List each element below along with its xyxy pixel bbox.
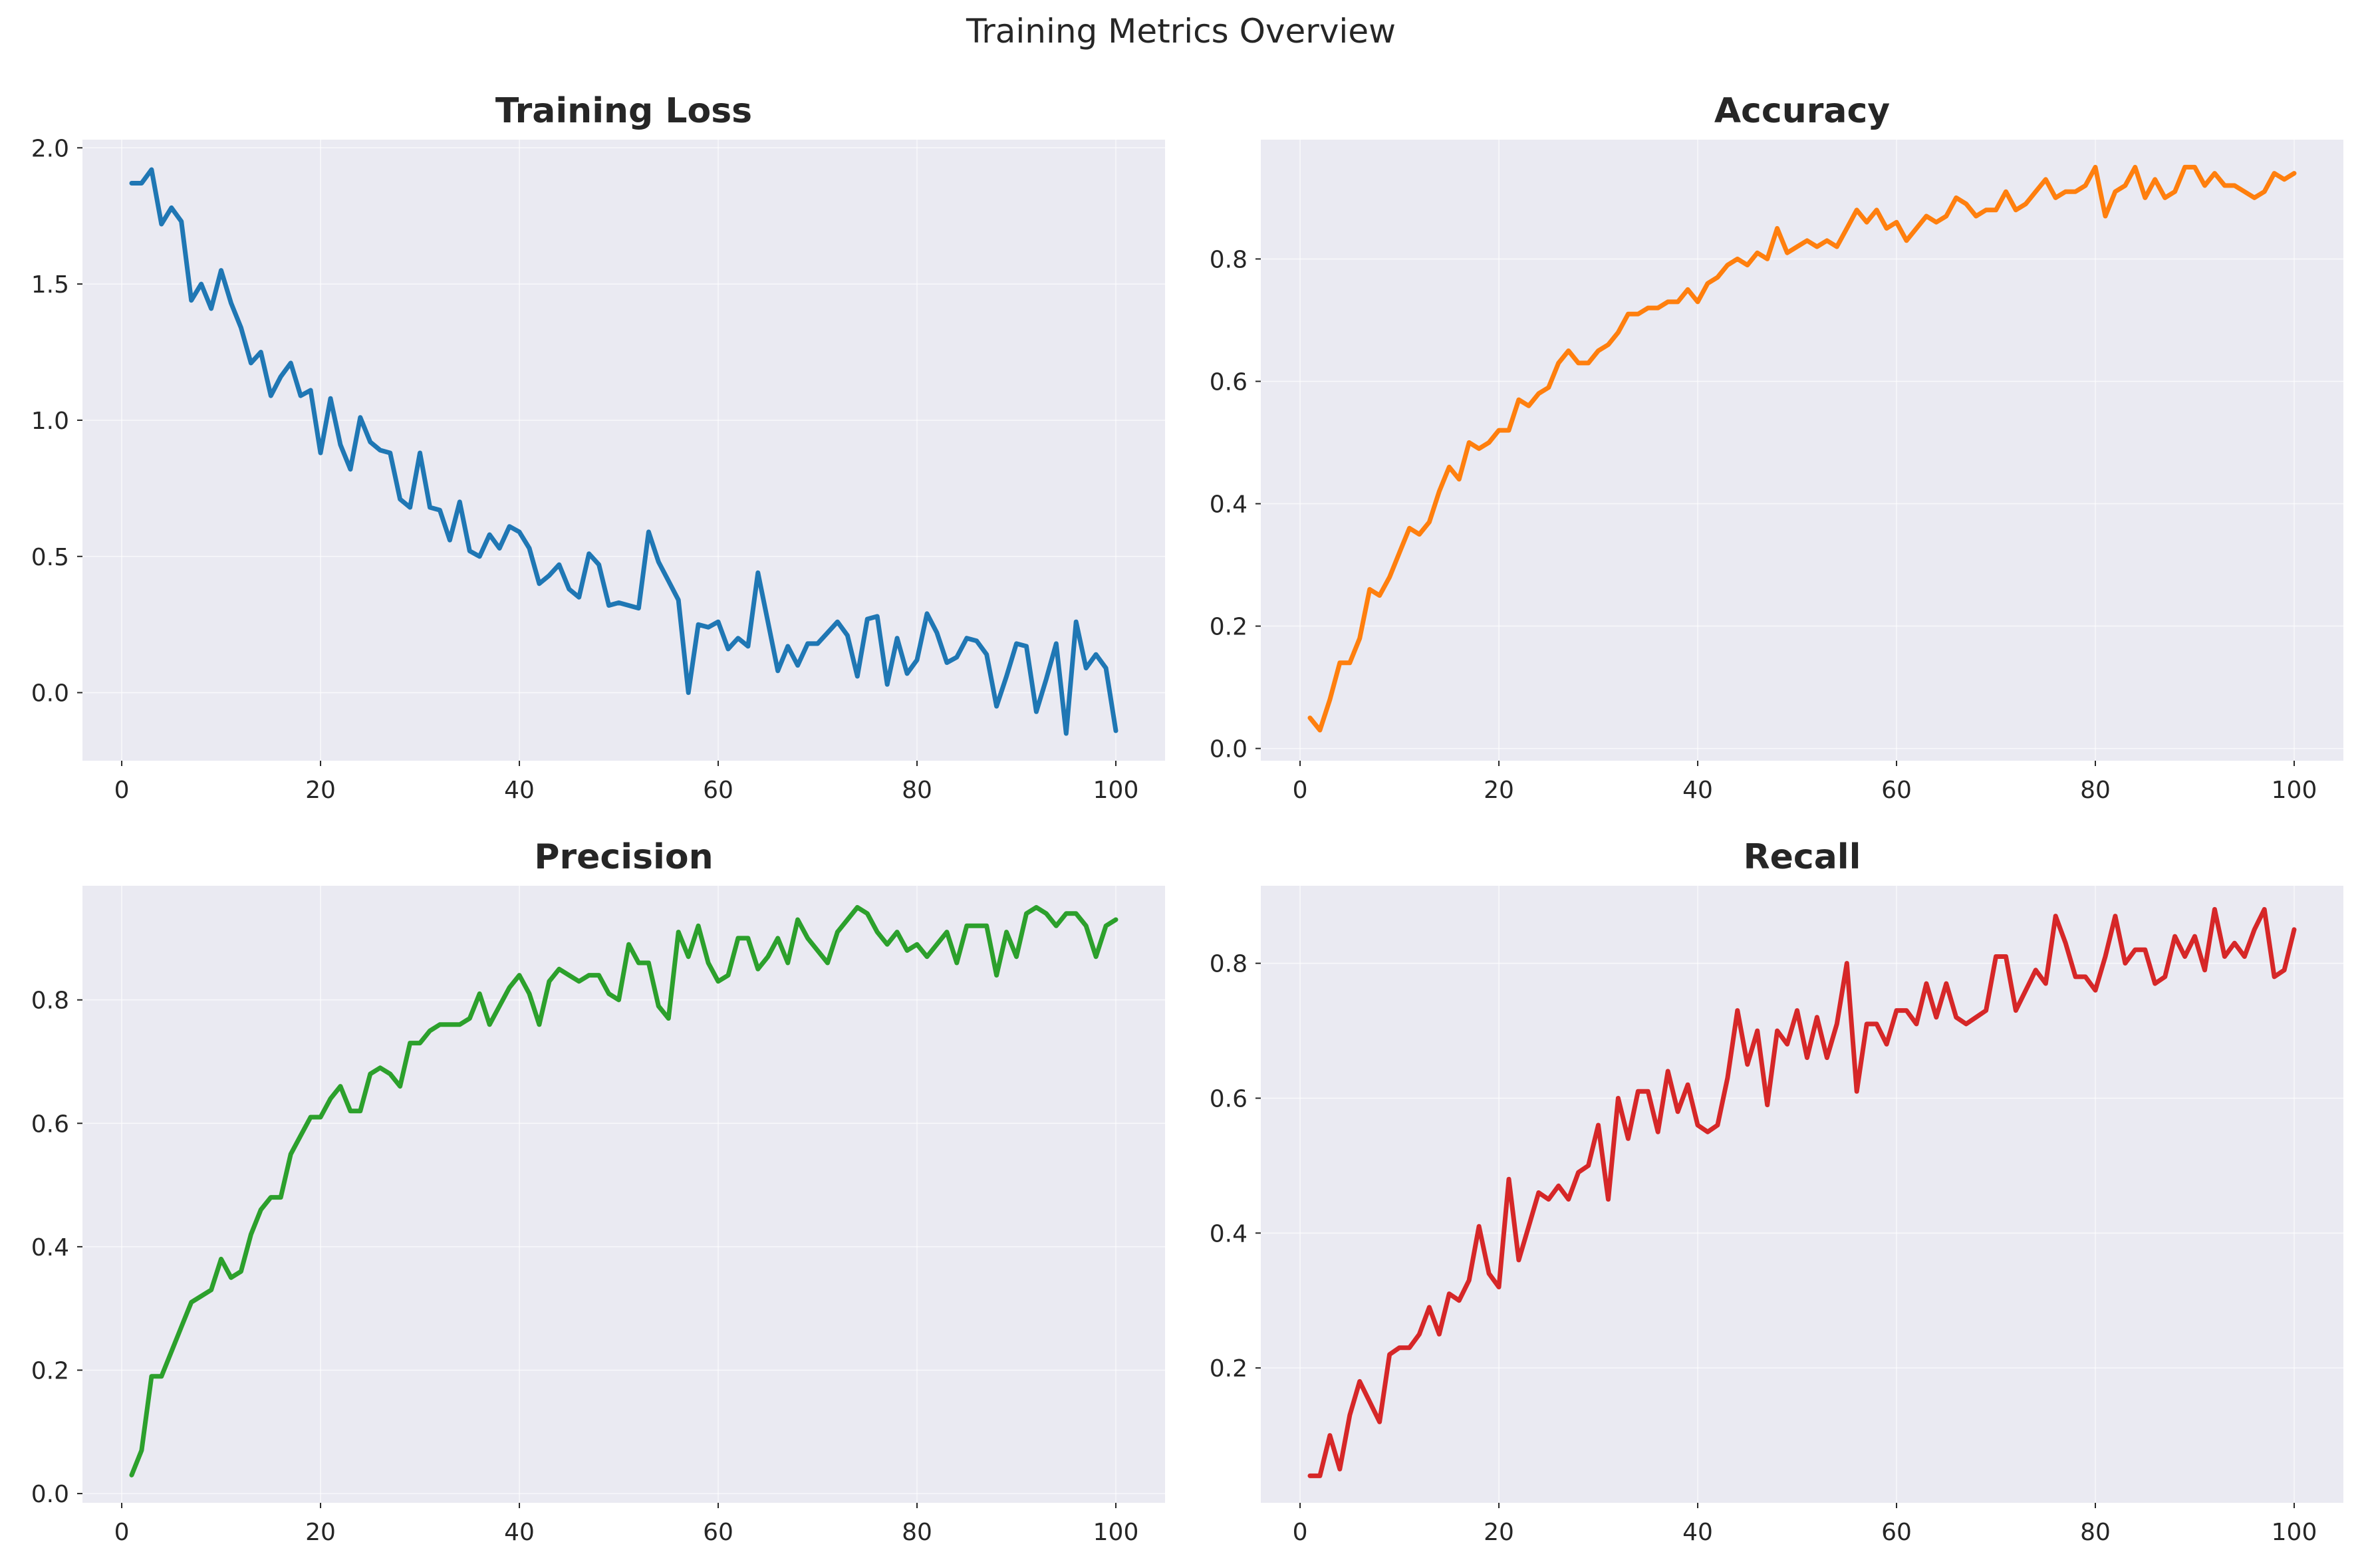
accuracy-panel: 0 20 40 60 80 100 0.0 0.2 0.4 0.6 0.8 Accuracy — [1210, 91, 2343, 804]
training-loss-title: Training Loss — [495, 91, 752, 131]
recall-plot-area — [1261, 886, 2343, 1503]
precision-x-tick-label: 0 — [114, 1519, 130, 1546]
training-loss-x-tick-label: 100 — [1093, 777, 1139, 804]
training-loss-x-tick-label: 40 — [504, 777, 535, 804]
precision-y-tick-label: 0.8 — [31, 987, 69, 1015]
accuracy-series-line — [1307, 164, 2297, 733]
recall-x-tick-label: 20 — [1484, 1519, 1514, 1546]
recall-panel: 0 20 40 60 80 100 0.2 0.4 0.6 0.8 Recall — [1210, 837, 2343, 1546]
accuracy-x-tick-label: 100 — [2272, 777, 2317, 804]
precision-y-tick-label: 0.2 — [31, 1357, 69, 1384]
recall-y-tick-label: 0.2 — [1210, 1355, 1247, 1382]
recall-x-tick-label: 40 — [1682, 1519, 1713, 1546]
precision-y-tick-label: 0.0 — [31, 1481, 69, 1508]
accuracy-plot-area — [1261, 140, 2343, 761]
recall-x-tick-label: 80 — [2080, 1519, 2111, 1546]
precision-x-tick-label: 80 — [902, 1519, 932, 1546]
precision-x-tick-label: 100 — [1093, 1519, 1139, 1546]
training-loss-panel: 0 20 40 60 80 100 0.0 0.5 1.0 1.5 2.0 Training Loss — [31, 91, 1165, 804]
training-loss-x-tick-label: 20 — [305, 777, 336, 804]
accuracy-x-tick-label: 0 — [1293, 777, 1308, 804]
training-loss-y-tick-label: 1.0 — [31, 408, 69, 435]
precision-y-tick-label: 0.6 — [31, 1111, 69, 1138]
precision-x-tick-label: 60 — [703, 1519, 733, 1546]
training-loss-y-tick-label: 1.5 — [31, 271, 69, 299]
training-loss-series-line — [129, 167, 1118, 736]
training-loss-plot-area — [82, 140, 1165, 761]
precision-x-tick-label: 40 — [504, 1519, 535, 1546]
recall-x-tick-label: 0 — [1293, 1519, 1308, 1546]
accuracy-x-tick-label: 20 — [1484, 777, 1514, 804]
precision-x-tick-label: 20 — [305, 1519, 336, 1546]
recall-y-tick-label: 0.6 — [1210, 1085, 1247, 1112]
recall-series-line — [1307, 907, 2297, 1478]
accuracy-title: Accuracy — [1714, 91, 1890, 131]
accuracy-y-tick-label: 0.8 — [1210, 246, 1247, 273]
training-loss-x-tick-label: 60 — [703, 777, 733, 804]
precision-plot-area — [82, 886, 1165, 1503]
figure-title: Training Metrics Overview — [966, 12, 1396, 51]
accuracy-x-tick-label: 40 — [1682, 777, 1713, 804]
precision-panel: 0 20 40 60 80 100 0.0 0.2 0.4 0.6 0.8 Precision — [31, 837, 1165, 1546]
training-loss-x-tick-label: 80 — [902, 777, 932, 804]
accuracy-x-tick-label: 80 — [2080, 777, 2111, 804]
precision-y-tick-label: 0.4 — [31, 1234, 69, 1261]
precision-title: Precision — [534, 837, 713, 877]
training-loss-y-tick-label: 2.0 — [31, 135, 69, 162]
recall-y-tick-label: 0.8 — [1210, 951, 1247, 978]
accuracy-y-tick-label: 0.6 — [1210, 368, 1247, 396]
training-loss-x-tick-label: 0 — [114, 777, 130, 804]
recall-x-tick-label: 60 — [1881, 1519, 1912, 1546]
accuracy-y-tick-label: 0.0 — [1210, 736, 1247, 763]
recall-title: Recall — [1744, 837, 1861, 877]
training-loss-y-tick-label: 0.0 — [31, 680, 69, 708]
accuracy-y-tick-label: 0.4 — [1210, 491, 1247, 519]
accuracy-y-tick-label: 0.2 — [1210, 614, 1247, 641]
training-loss-y-tick-label: 0.5 — [31, 544, 69, 571]
precision-series-line — [129, 905, 1118, 1478]
accuracy-x-tick-label: 60 — [1881, 777, 1912, 804]
recall-x-tick-label: 100 — [2272, 1519, 2317, 1546]
recall-y-tick-label: 0.4 — [1210, 1220, 1247, 1247]
